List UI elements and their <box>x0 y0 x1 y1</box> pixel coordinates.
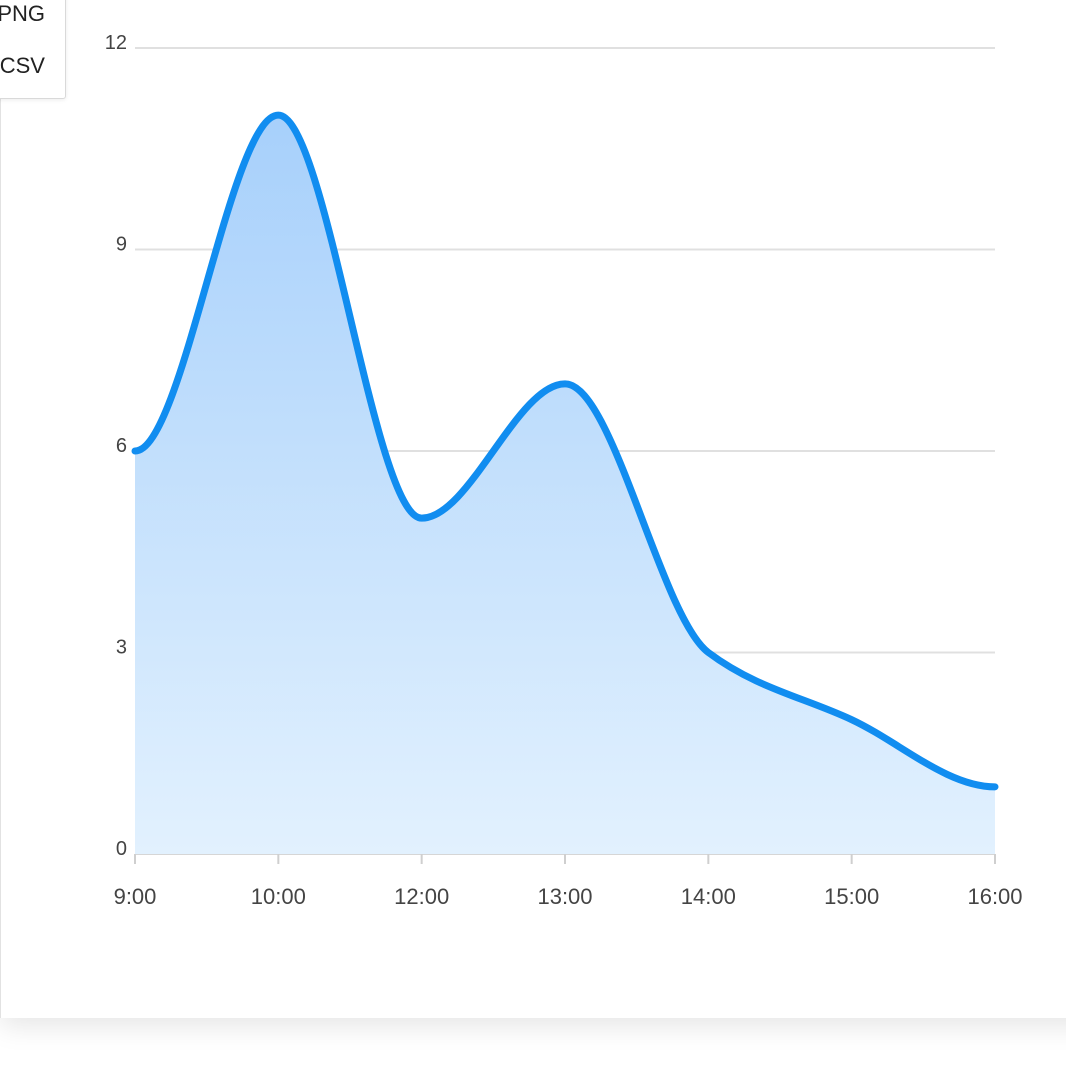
area-fill <box>135 115 995 854</box>
x-tick-label: 9:00 <box>114 884 157 909</box>
y-tick-label: 9 <box>116 234 127 256</box>
export-png-item[interactable]: PNG <box>0 1 45 26</box>
y-axis: 0 3 6 9 12 <box>105 32 127 860</box>
export-csv-item[interactable]: CSV <box>0 53 45 78</box>
y-tick-label: 12 <box>105 32 127 54</box>
series-line <box>131 111 999 791</box>
y-tick-label: 6 <box>116 435 127 457</box>
y-tick-label: 0 <box>116 838 127 860</box>
x-tick-label: 16:00 <box>967 884 1022 909</box>
export-menu: PNG CSV <box>0 0 66 99</box>
x-axis: 9:00 10:00 12:00 13:00 14:00 15:00 16:00 <box>114 854 1023 909</box>
x-tick-label: 14:00 <box>681 884 736 909</box>
x-tick-label: 10:00 <box>251 884 306 909</box>
x-tick-label: 15:00 <box>824 884 879 909</box>
x-tick-label: 13:00 <box>537 884 592 909</box>
y-tick-label: 3 <box>116 637 127 659</box>
area-series <box>131 111 999 854</box>
x-tick-label: 12:00 <box>394 884 449 909</box>
